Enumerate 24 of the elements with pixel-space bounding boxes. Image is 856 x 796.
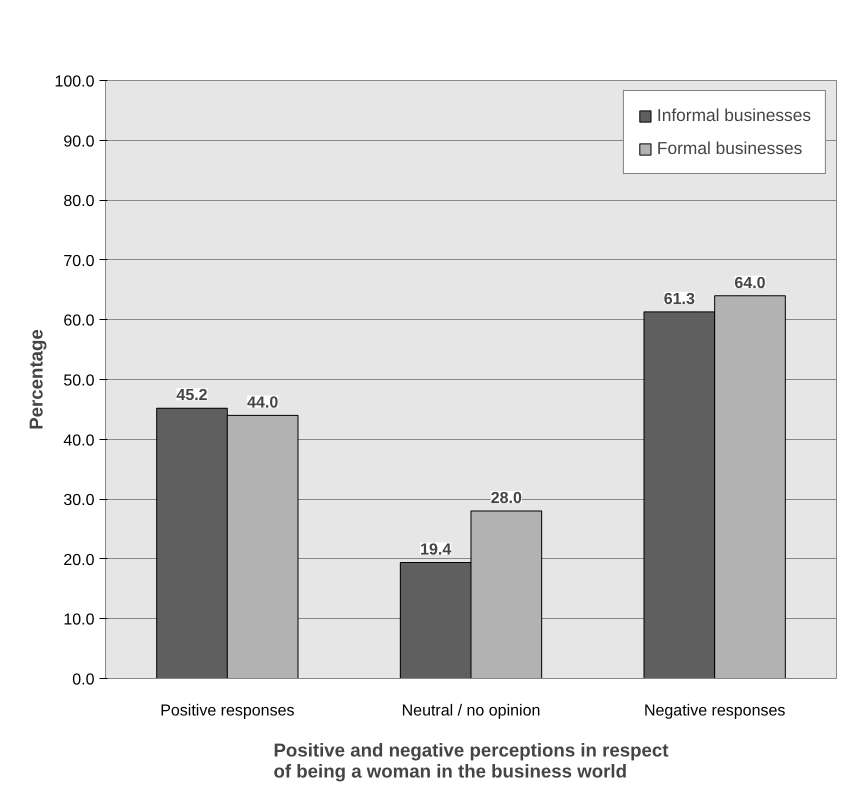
y-tick-label: 100.0	[54, 74, 95, 90]
y-tick-label: 20.0	[63, 552, 95, 569]
y-tick-label: 50.0	[63, 372, 95, 390]
text: Positive and negative perceptions in respect of being a woman in the business world	[273, 740, 669, 782]
data-label: 28.0	[490, 490, 522, 508]
x-tick-label: Neutral / no opinion	[402, 702, 540, 720]
x-tick-label: Negative responses	[644, 702, 786, 720]
y-tick-label: 0.0	[72, 672, 95, 688]
y-tick-label: 60.0	[63, 312, 95, 330]
y-tick-label: 10.0	[63, 612, 95, 629]
y-tick-label: 70.0	[63, 252, 95, 270]
y-tick-label: 80.0	[63, 193, 95, 210]
legend-label: Informal businesses	[656, 105, 811, 126]
data-label: 44.0	[247, 394, 278, 412]
legend-label: Formal businesses	[656, 138, 802, 159]
y-tick-label: 40.0	[63, 432, 95, 450]
data-label: 61.3	[664, 290, 696, 308]
data-label: 45.2	[176, 387, 208, 404]
y-axis-title: Percentage	[25, 329, 46, 430]
data-label: 19.4	[420, 541, 452, 558]
data-label: 64.0	[734, 274, 766, 292]
y-tick-label: 30.0	[63, 492, 95, 510]
y-tick-label: 90.0	[63, 133, 95, 150]
x-tick-label: Positive responses	[160, 702, 294, 720]
